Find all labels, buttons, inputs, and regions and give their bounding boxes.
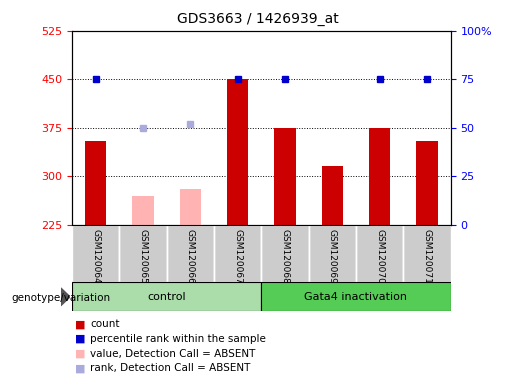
Bar <box>72 282 261 311</box>
Text: count: count <box>90 319 119 329</box>
Bar <box>261 282 451 311</box>
Text: rank, Detection Call = ABSENT: rank, Detection Call = ABSENT <box>90 363 250 373</box>
Text: ■: ■ <box>75 363 85 373</box>
Bar <box>416 141 438 225</box>
Text: GSM120064: GSM120064 <box>91 228 100 283</box>
Bar <box>403 225 451 282</box>
Text: ■: ■ <box>75 334 85 344</box>
Bar <box>180 189 201 225</box>
Text: GSM120070: GSM120070 <box>375 228 384 283</box>
Bar <box>369 128 390 225</box>
Bar <box>214 225 261 282</box>
Text: Gata4 inactivation: Gata4 inactivation <box>304 291 407 302</box>
Text: GSM120068: GSM120068 <box>281 228 289 283</box>
Text: GSM120067: GSM120067 <box>233 228 242 283</box>
Bar <box>356 225 403 282</box>
Bar <box>274 128 296 225</box>
Text: GSM120066: GSM120066 <box>186 228 195 283</box>
Text: GSM120065: GSM120065 <box>139 228 148 283</box>
Text: ■: ■ <box>75 319 85 329</box>
Text: value, Detection Call = ABSENT: value, Detection Call = ABSENT <box>90 349 255 359</box>
Bar <box>85 141 107 225</box>
Bar <box>261 225 308 282</box>
Bar <box>227 79 248 225</box>
Bar <box>119 225 167 282</box>
Bar <box>132 195 153 225</box>
Bar <box>322 167 343 225</box>
Bar <box>167 225 214 282</box>
Text: genotype/variation: genotype/variation <box>11 293 110 303</box>
Bar <box>72 225 119 282</box>
Text: GDS3663 / 1426939_at: GDS3663 / 1426939_at <box>177 12 338 26</box>
Text: ■: ■ <box>75 349 85 359</box>
Text: GSM120069: GSM120069 <box>328 228 337 283</box>
Text: percentile rank within the sample: percentile rank within the sample <box>90 334 266 344</box>
Polygon shape <box>61 288 70 306</box>
Text: control: control <box>147 291 186 302</box>
Text: GSM120071: GSM120071 <box>422 228 432 283</box>
Bar <box>308 225 356 282</box>
